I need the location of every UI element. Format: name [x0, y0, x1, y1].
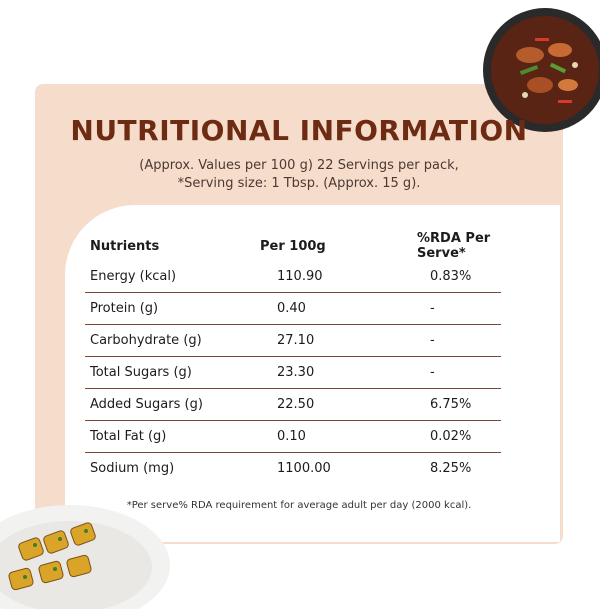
nutrient-name: Sodium (mg)	[85, 452, 255, 484]
rda-value: 0.83%	[430, 269, 472, 284]
table-row: Total Sugars (g) 23.30 -	[85, 356, 501, 389]
page-title: NUTRITIONAL INFORMATION	[70, 114, 528, 147]
rda-value: 6.75%	[392, 388, 501, 421]
nutrient-name: Protein (g)	[85, 292, 255, 325]
nutrient-name: Carbohydrate (g)	[85, 324, 255, 357]
per-100g-value: 0.10	[255, 420, 392, 453]
serving-info: (Approx. Values per 100 g) 22 Servings p…	[35, 157, 563, 193]
nutrient-name: Total Fat (g)	[85, 420, 255, 453]
grilled-corn-plate-image	[0, 505, 170, 609]
nutrient-name: Total Sugars (g)	[85, 356, 255, 389]
per-100g-value: 23.30	[255, 356, 392, 389]
nutrient-name: Added Sugars (g)	[85, 388, 255, 421]
table-row: Energy (kcal) 110.90 0.83%	[85, 261, 501, 293]
rda-value: 8.25%	[392, 452, 501, 484]
rda-value: -	[392, 324, 501, 357]
per-100g-value: 0.40	[255, 292, 392, 325]
per-100g-value: 1100.00	[255, 452, 392, 484]
serving-info-line-2: *Serving size: 1 Tbsp. (Approx. 15 g).	[177, 176, 421, 191]
rda-footnote: *Per serve% RDA requirement for average …	[126, 500, 472, 511]
rda-value: -	[392, 356, 501, 389]
nutrition-table: Nutrients Per 100g %RDA Per Serve* Energ…	[85, 231, 501, 484]
rda-value: -	[392, 292, 501, 325]
header-rda: %RDA Per Serve*	[417, 231, 491, 261]
header-nutrients: Nutrients	[90, 238, 160, 254]
per-100g-value: 22.50	[255, 388, 392, 421]
table-row: Carbohydrate (g) 27.10 -	[85, 324, 501, 357]
header-per-100g: Per 100g	[260, 238, 326, 254]
table-row: Total Fat (g) 0.10 0.02%	[85, 420, 501, 453]
nutrient-name: Energy (kcal)	[90, 269, 177, 284]
per-100g-value: 27.10	[255, 324, 392, 357]
per-100g-value: 110.90	[277, 269, 323, 284]
table-row: Added Sugars (g) 22.50 6.75%	[85, 388, 501, 421]
table-header-row: Nutrients Per 100g %RDA Per Serve*	[85, 231, 501, 261]
table-row: Sodium (mg) 1100.00 8.25%	[85, 452, 501, 484]
serving-info-line-1: (Approx. Values per 100 g) 22 Servings p…	[139, 158, 459, 173]
table-row: Protein (g) 0.40 -	[85, 292, 501, 325]
rda-value: 0.02%	[392, 420, 501, 453]
stir-fry-bowl-image	[483, 8, 600, 132]
